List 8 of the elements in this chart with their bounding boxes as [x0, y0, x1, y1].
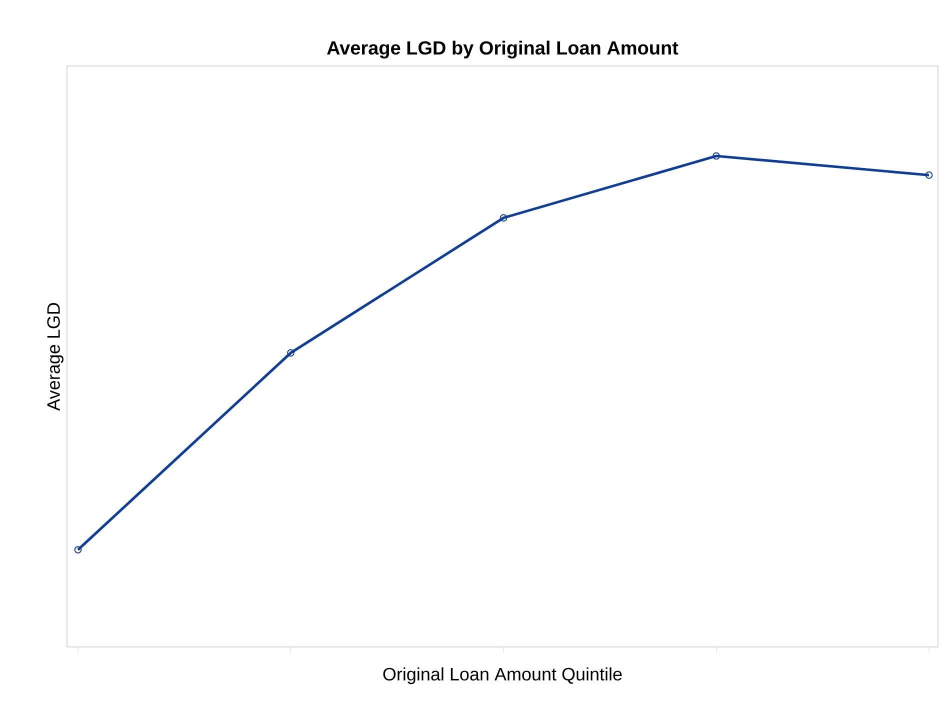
point [925, 171, 933, 179]
point [287, 349, 294, 357]
point [712, 152, 720, 160]
chart-title: Average LGD by Original Loan Amount [327, 40, 678, 58]
point [74, 546, 82, 554]
point [500, 214, 508, 222]
x-axis-title: Original Loan Amount Quintile [383, 667, 622, 684]
y-axis-title: Average LGD [47, 303, 64, 411]
